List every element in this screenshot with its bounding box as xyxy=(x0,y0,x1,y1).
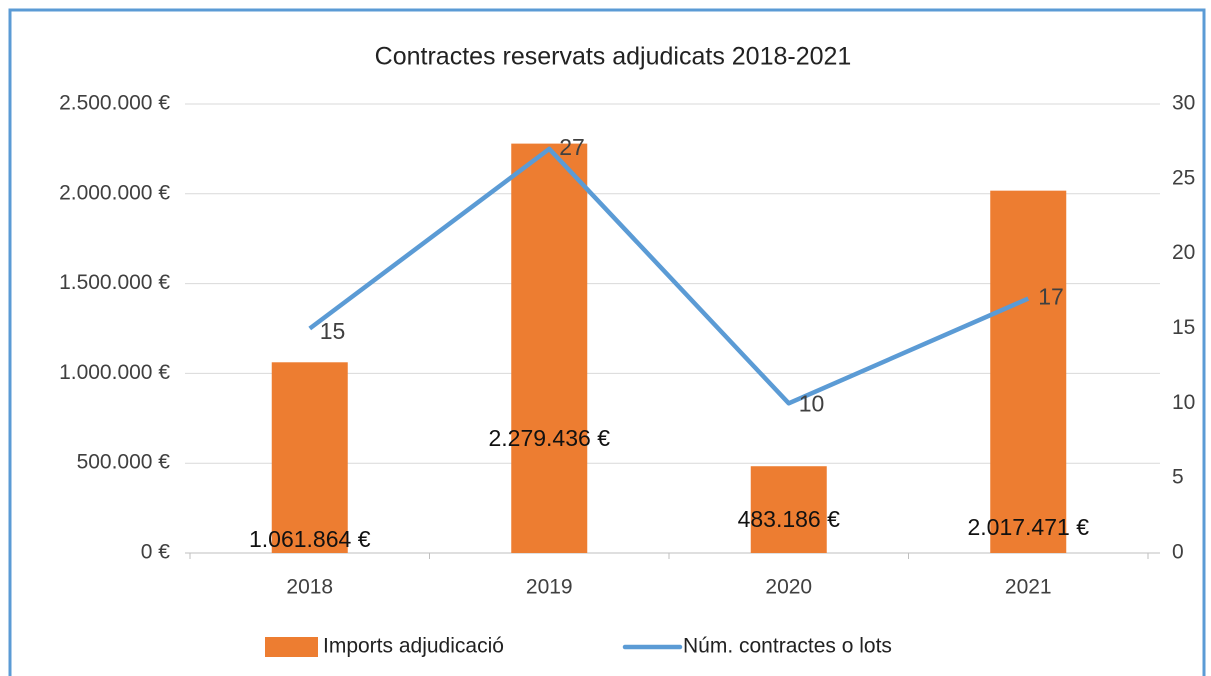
y2-tick-label: 25 xyxy=(1172,166,1195,189)
data-label: 10 xyxy=(799,391,825,417)
y-tick-label: 0 € xyxy=(141,541,171,564)
data-label: 1.061.864 € xyxy=(249,526,371,552)
legend-label: Núm. contractes o lots xyxy=(683,635,892,658)
y-tick-label: 2.500.000 € xyxy=(59,92,170,115)
y2-tick-label: 5 xyxy=(1172,466,1184,489)
y2-tick-label: 10 xyxy=(1172,391,1195,414)
x-tick-label: 2021 xyxy=(1005,576,1052,599)
chart-title: Contractes reservats adjudicats 2018-202… xyxy=(375,43,852,71)
legend-swatch xyxy=(265,637,318,657)
legend-label: Imports adjudicació xyxy=(323,635,504,658)
bar xyxy=(271,362,348,553)
y-tick-label: 1.500.000 € xyxy=(59,271,170,294)
y2-tick-label: 0 xyxy=(1172,541,1184,564)
data-label: 2.279.436 € xyxy=(488,425,610,451)
data-label: 17 xyxy=(1038,284,1064,310)
x-tick-label: 2019 xyxy=(526,576,573,599)
data-label: 27 xyxy=(559,134,585,160)
data-label: 483.186 € xyxy=(738,506,841,532)
bar xyxy=(511,143,588,554)
x-tick-label: 2020 xyxy=(765,576,812,599)
x-tick-label: 2018 xyxy=(286,576,333,599)
data-label: 15 xyxy=(320,318,346,344)
y-tick-label: 500.000 € xyxy=(77,451,171,474)
y-tick-label: 1.000.000 € xyxy=(59,361,170,384)
y2-tick-label: 30 xyxy=(1172,92,1195,115)
line xyxy=(308,146,1030,406)
frame xyxy=(8,8,1206,676)
y-tick-label: 2.000.000 € xyxy=(59,181,170,204)
y2-tick-label: 15 xyxy=(1172,316,1195,339)
bar xyxy=(990,190,1067,553)
bar xyxy=(750,466,827,553)
data-label: 2.017.471 € xyxy=(967,514,1089,540)
y2-tick-label: 20 xyxy=(1172,241,1195,264)
